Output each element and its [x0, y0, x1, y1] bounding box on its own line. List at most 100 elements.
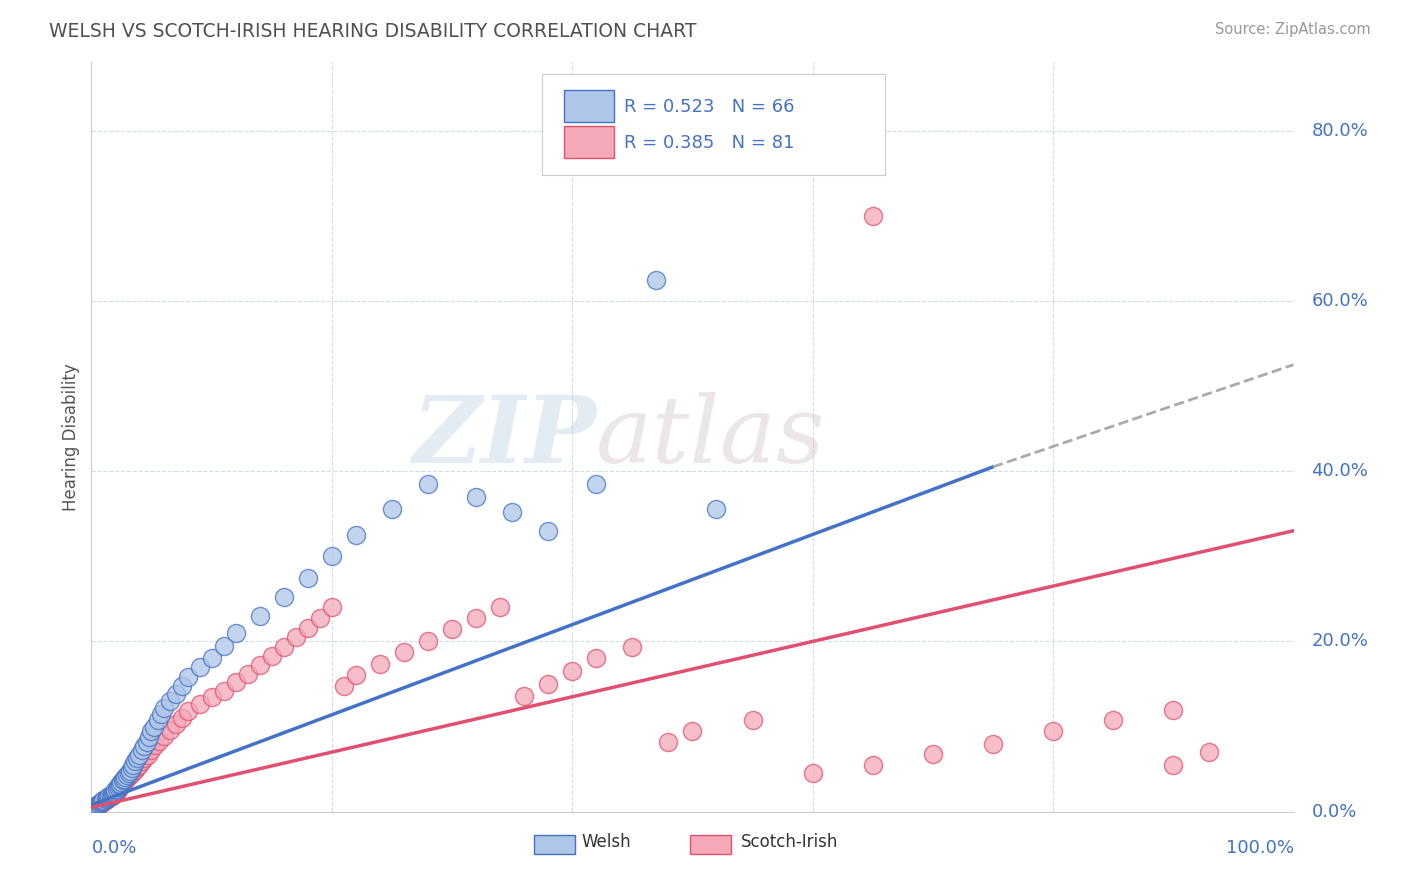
Point [117, 771, 139, 785]
Point [159, 723, 181, 737]
Point [91, 795, 114, 809]
Point [741, 713, 763, 727]
Point [101, 789, 124, 803]
Point [121, 761, 143, 775]
Point [148, 734, 170, 748]
Y-axis label: Hearing Disability: Hearing Disability [62, 363, 80, 511]
Point [104, 783, 127, 797]
Text: WELSH VS SCOTCH-IRISH HEARING DISABILITY CORRELATION CHART: WELSH VS SCOTCH-IRISH HEARING DISABILITY… [49, 22, 697, 41]
Point [138, 730, 160, 744]
Point [201, 651, 224, 665]
Point [136, 747, 159, 762]
Point [273, 590, 295, 604]
Point [249, 658, 271, 673]
Point [585, 476, 607, 491]
Point [152, 729, 174, 743]
Point [381, 502, 404, 516]
Point [90, 796, 112, 810]
Point [465, 490, 488, 504]
Point [84, 798, 107, 813]
Point [465, 610, 488, 624]
Point [141, 723, 163, 738]
Point [108, 780, 131, 795]
Point [1102, 713, 1125, 727]
Point [83, 800, 105, 814]
Point [225, 675, 247, 690]
Point [101, 788, 124, 802]
Point [87, 797, 110, 811]
FancyBboxPatch shape [564, 126, 614, 158]
FancyBboxPatch shape [534, 835, 575, 855]
Point [117, 768, 139, 782]
Point [657, 735, 679, 749]
Text: Welsh: Welsh [582, 833, 631, 851]
FancyBboxPatch shape [564, 90, 614, 121]
Point [862, 758, 884, 772]
Point [93, 793, 115, 807]
Point [104, 786, 127, 800]
Point [1198, 745, 1220, 759]
Point [141, 743, 163, 757]
Point [98, 790, 121, 805]
Point [537, 524, 560, 538]
Point [212, 683, 235, 698]
Point [108, 778, 131, 792]
Point [368, 657, 391, 672]
Point [135, 735, 157, 749]
Point [105, 784, 128, 798]
Point [249, 608, 271, 623]
Point [706, 502, 728, 516]
Point [93, 795, 115, 809]
Point [801, 766, 824, 780]
Point [681, 723, 703, 738]
Point [114, 770, 136, 784]
Point [621, 640, 644, 654]
Point [561, 664, 583, 678]
Point [93, 794, 115, 808]
Point [104, 785, 127, 799]
Point [97, 791, 120, 805]
Point [122, 758, 145, 772]
Point [86, 797, 108, 812]
Point [131, 755, 153, 769]
Point [128, 758, 150, 772]
Point [124, 755, 146, 769]
Point [94, 792, 117, 806]
Point [128, 747, 150, 762]
Point [121, 765, 143, 780]
Point [125, 760, 148, 774]
Point [260, 648, 283, 663]
Point [308, 610, 330, 624]
Point [333, 679, 356, 693]
Point [297, 571, 319, 585]
Point [134, 751, 156, 765]
Point [297, 621, 319, 635]
Point [91, 796, 114, 810]
Point [84, 800, 107, 814]
Text: 20.0%: 20.0% [1312, 632, 1368, 650]
Point [284, 630, 307, 644]
Point [440, 622, 463, 636]
Point [98, 789, 121, 804]
Text: Source: ZipAtlas.com: Source: ZipAtlas.com [1215, 22, 1371, 37]
Point [862, 209, 884, 223]
Text: Scotch-Irish: Scotch-Irish [741, 833, 838, 851]
Point [176, 670, 198, 684]
Point [86, 798, 108, 813]
Point [118, 766, 141, 780]
Point [170, 679, 193, 693]
FancyBboxPatch shape [543, 74, 884, 175]
Point [321, 549, 343, 564]
Text: 0.0%: 0.0% [91, 839, 136, 857]
Point [165, 687, 187, 701]
Point [176, 704, 198, 718]
Point [94, 793, 117, 807]
Point [101, 787, 124, 801]
Point [118, 768, 141, 782]
Point [134, 739, 156, 753]
Point [107, 782, 129, 797]
Point [1161, 758, 1184, 772]
Point [170, 711, 193, 725]
Text: 80.0%: 80.0% [1312, 121, 1368, 139]
Point [90, 796, 112, 810]
